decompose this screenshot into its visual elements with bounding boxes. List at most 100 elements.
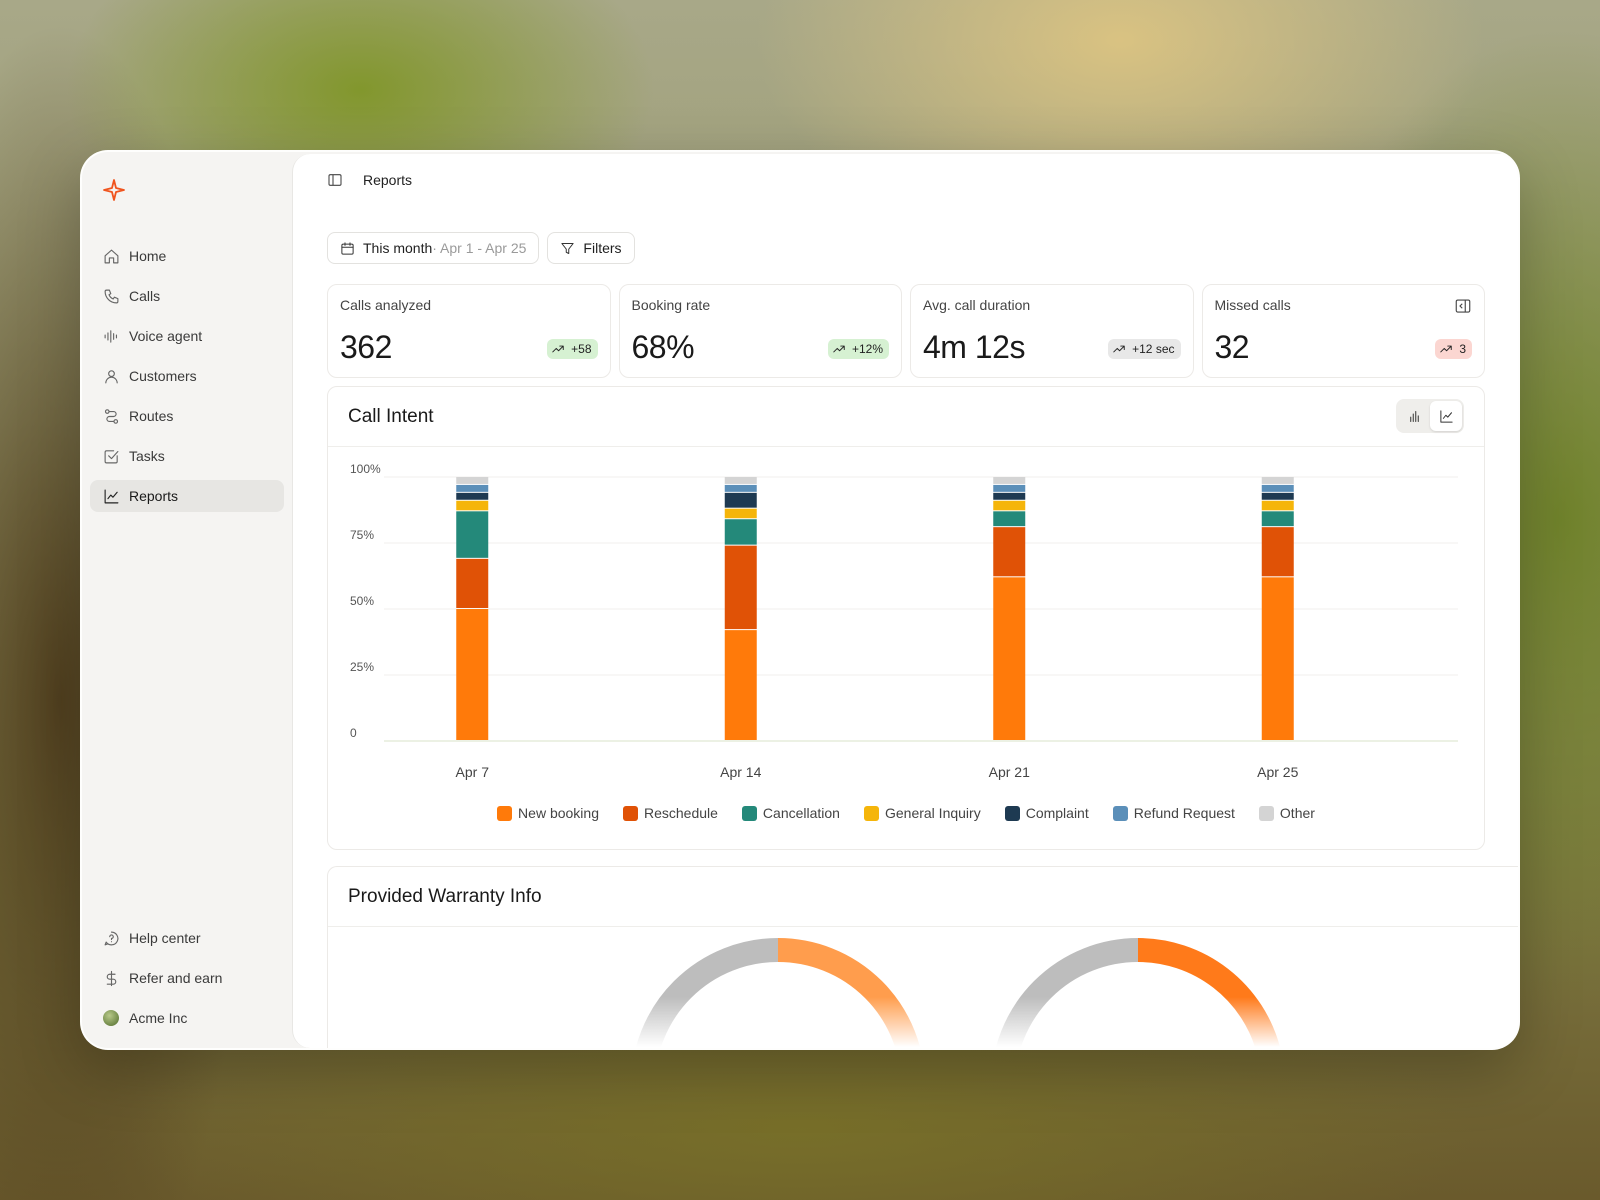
legend-item[interactable]: Reschedule xyxy=(622,805,718,821)
sidebar-item-refer-and-earn[interactable]: Refer and earn xyxy=(90,962,284,994)
bar-segment xyxy=(993,511,1026,527)
bar-segment xyxy=(1261,577,1294,740)
sidebar-item-routes[interactable]: Routes xyxy=(90,400,284,432)
trend-up-icon xyxy=(833,345,845,353)
kpi-label: Avg. call duration xyxy=(923,297,1031,313)
help-icon xyxy=(102,929,120,947)
legend-item[interactable]: New booking xyxy=(497,805,599,821)
sidebar-item-customers[interactable]: Customers xyxy=(90,360,284,392)
page-title: Reports xyxy=(363,172,413,188)
sidebar-item-voice-agent[interactable]: Voice agent xyxy=(90,320,284,352)
bar-chart-toggle[interactable] xyxy=(1398,401,1430,431)
bar-segment xyxy=(724,477,757,484)
bar-segment xyxy=(724,508,757,519)
sidebar-item-help-center[interactable]: Help center xyxy=(90,922,284,954)
bar-segment xyxy=(456,558,489,608)
legend-label: Reschedule xyxy=(643,805,718,821)
kpi-value: 68% xyxy=(631,329,695,365)
bar-segment xyxy=(1261,500,1294,511)
workspace-name: Acme Inc xyxy=(129,1010,188,1026)
bar-segment xyxy=(456,609,489,740)
calendar-icon xyxy=(341,241,354,255)
donut-track xyxy=(996,938,1139,1047)
bar-segment xyxy=(993,527,1026,577)
bar-chart-icon xyxy=(1409,410,1419,422)
bar-segment xyxy=(724,630,757,740)
legend-swatch xyxy=(863,805,879,821)
trend-up-icon xyxy=(1440,345,1453,353)
logo-sparkle-icon[interactable] xyxy=(102,178,126,202)
bar-segment xyxy=(1261,484,1294,492)
legend-item[interactable]: General Inquiry xyxy=(863,805,981,821)
legend-item[interactable]: Cancellation xyxy=(741,805,840,821)
warranty-donut-charts xyxy=(328,938,1518,1047)
legend-swatch xyxy=(622,805,638,821)
bar-segment xyxy=(993,500,1026,511)
call-intent-chart: 0 25% 50% 75% 100% Apr 7 Apr 14 Apr 21 Apr 25 xyxy=(350,462,1458,780)
bar-segment xyxy=(456,484,489,492)
bar-segment xyxy=(456,492,489,500)
sidebar-item-home[interactable]: Home xyxy=(90,240,284,272)
kpi-card-calls-analyzed: Calls analyzed 362 +58 xyxy=(327,284,611,378)
workspace-switcher[interactable]: Acme Inc xyxy=(90,1002,284,1034)
sidebar-item-label: Refer and earn xyxy=(129,970,223,986)
legend-item[interactable]: Refund Request xyxy=(1112,805,1235,821)
y-tick-label: 50% xyxy=(350,594,374,608)
bar-segment xyxy=(1261,492,1294,500)
legend-swatch xyxy=(497,805,513,821)
user-icon xyxy=(102,367,120,385)
waveform-icon xyxy=(102,327,120,345)
app-window: Home Calls Voice agent Customers Routes … xyxy=(80,150,1520,1050)
donut-segment xyxy=(777,938,920,1047)
line-chart-toggle[interactable] xyxy=(1430,401,1462,431)
legend-item[interactable]: Other xyxy=(1258,805,1315,821)
filters-button[interactable]: Filters xyxy=(547,232,635,264)
card-title: Provided Warranty Info xyxy=(348,886,542,907)
chart-legend: New booking Reschedule Cancellation General… xyxy=(328,805,1484,821)
bar-segment xyxy=(724,492,757,508)
warranty-card: Provided Warranty Info xyxy=(327,866,1518,1048)
bar-segment xyxy=(993,577,1026,740)
kpi-value: 4m 12s xyxy=(923,329,1025,365)
legend-swatch xyxy=(1004,805,1020,821)
bar-segment xyxy=(993,484,1026,492)
bar-segment xyxy=(456,477,489,484)
bar-segment xyxy=(1261,477,1294,484)
sidebar-toggle-icon[interactable] xyxy=(327,172,343,188)
sidebar-item-label: Calls xyxy=(129,288,161,304)
legend-swatch xyxy=(1112,805,1128,821)
date-range-button[interactable]: This month · Apr 1 - Apr 25 xyxy=(327,232,540,264)
trend-badge: +58 xyxy=(547,339,598,359)
card-header: Call Intent xyxy=(328,387,1484,447)
panel-collapse-icon[interactable] xyxy=(1454,297,1472,315)
x-tick-label: Apr 7 xyxy=(456,764,490,780)
dollar-icon xyxy=(102,969,120,987)
legend-item[interactable]: Complaint xyxy=(1004,805,1089,821)
trend-value: 3 xyxy=(1459,342,1466,356)
kpi-card-missed-calls: Missed calls 32 3 xyxy=(1201,284,1485,378)
trend-badge: +12% xyxy=(827,339,889,359)
sidebar-item-tasks[interactable]: Tasks xyxy=(90,440,284,472)
sidebar-item-reports[interactable]: Reports xyxy=(90,480,284,512)
bar-segment xyxy=(456,511,489,558)
sidebar-item-calls[interactable]: Calls xyxy=(90,280,284,312)
bar-segment xyxy=(456,500,489,511)
bar-segment xyxy=(993,477,1026,484)
legend-label: General Inquiry xyxy=(884,805,981,821)
chart-type-toggle xyxy=(1396,399,1464,433)
date-range-label: This month xyxy=(363,240,433,256)
date-range-value: · Apr 1 - Apr 25 xyxy=(432,240,527,256)
sidebar-item-label: Reports xyxy=(129,488,179,504)
trend-up-icon xyxy=(1113,345,1125,353)
toolbar: This month · Apr 1 - Apr 25 Filters xyxy=(327,232,635,264)
bar-segment xyxy=(724,519,757,545)
sidebar-item-label: Voice agent xyxy=(129,328,203,344)
legend-label: Other xyxy=(1279,805,1315,821)
filters-label: Filters xyxy=(583,240,622,256)
sidebar-item-label: Customers xyxy=(129,368,197,384)
legend-swatch xyxy=(1258,805,1274,821)
sidebar-footer: Help center Refer and earn Acme Inc xyxy=(90,922,284,1042)
home-icon xyxy=(102,247,120,265)
bar-segment xyxy=(724,545,757,630)
checkbox-icon xyxy=(102,447,120,465)
